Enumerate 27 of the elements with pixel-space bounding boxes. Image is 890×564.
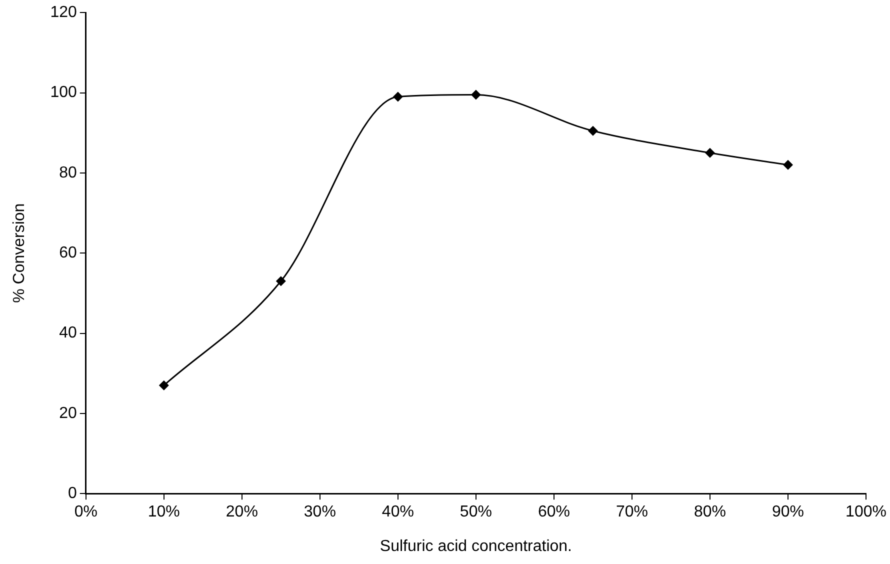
- x-tick-label: 60%: [538, 504, 570, 521]
- x-tick-label: 20%: [226, 504, 258, 521]
- point: [470, 90, 481, 100]
- point: [588, 126, 598, 136]
- x-tick-label: 10%: [148, 504, 180, 521]
- x-tick-label: 40%: [382, 504, 414, 521]
- y-tick-label: 0: [68, 485, 77, 502]
- y-tick-label: 40: [59, 324, 77, 342]
- x-axis-title: Sulfuric acid concentration.: [380, 538, 572, 555]
- x-tick-label: 30%: [304, 504, 336, 521]
- x-tick-label: 100%: [846, 504, 886, 521]
- y-tick-label: 60: [59, 244, 77, 262]
- x-tick-label: 0%: [74, 504, 98, 521]
- point: [704, 148, 715, 158]
- y-axis-title: % Conversion: [11, 203, 28, 303]
- y-tick-label: 120: [50, 4, 77, 22]
- y-tick-label: 20: [59, 404, 77, 422]
- x-tick-label: 50%: [460, 504, 492, 521]
- y-tick-label: 80: [59, 164, 77, 182]
- y-tick-label: 100: [50, 84, 77, 102]
- x-tick-label: 80%: [694, 504, 726, 521]
- point: [276, 276, 286, 286]
- x-tick-label: 70%: [616, 504, 648, 521]
- point: [158, 380, 169, 390]
- point: [782, 160, 793, 170]
- x-tick-label: 90%: [772, 504, 804, 521]
- point: [392, 92, 403, 102]
